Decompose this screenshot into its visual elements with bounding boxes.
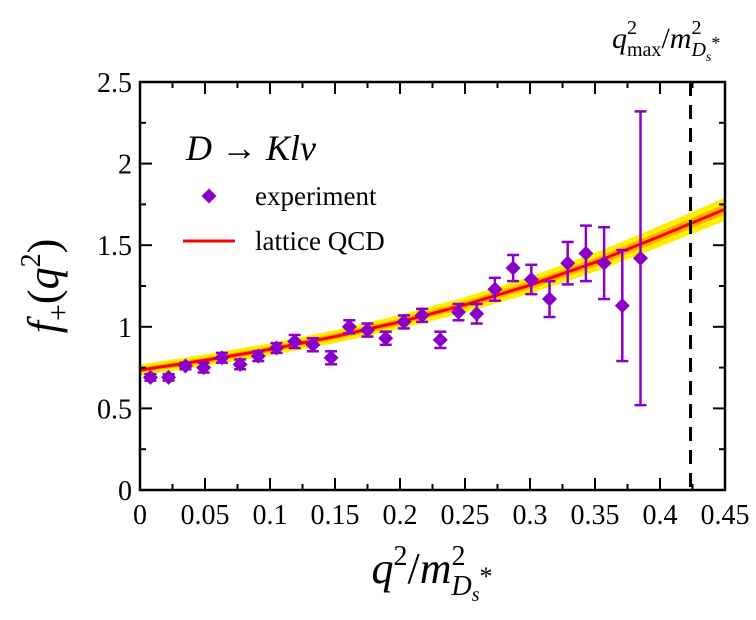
diamond-marker <box>487 281 503 297</box>
experiment-point-25 <box>596 225 612 301</box>
diamond-marker <box>214 350 230 366</box>
legend-experiment-marker <box>201 188 217 204</box>
diamond-marker <box>633 250 648 266</box>
x-tick-label: 0.05 <box>181 500 230 531</box>
diamond-marker <box>305 337 321 353</box>
experiment-point-4 <box>214 350 230 366</box>
x-tick-labels: 0 0.05 0.1 0.15 0.2 0.25 0.3 0.35 0.4 0.45 <box>133 500 750 531</box>
diamond-marker <box>432 332 448 348</box>
y-tick-label: 2 <box>118 150 132 181</box>
experiment-point-2 <box>178 358 193 374</box>
diamond-marker <box>596 255 612 271</box>
experiment-point-14 <box>396 314 412 330</box>
diamond-marker <box>287 333 303 349</box>
diamond-marker <box>396 314 412 330</box>
diamond-marker <box>178 358 193 374</box>
experiment-point-13 <box>378 330 394 347</box>
diamond-marker <box>232 356 248 372</box>
diamond-marker <box>161 369 177 385</box>
experiment-point-23 <box>560 240 576 286</box>
experiment-point-15 <box>414 307 430 324</box>
diamond-marker <box>578 245 594 261</box>
diamond-marker <box>250 348 266 364</box>
diamond-marker <box>269 340 284 356</box>
experiment-point-17 <box>451 302 466 322</box>
x-tick-label: 0.1 <box>253 500 288 531</box>
y-tick-label: 0 <box>118 476 132 507</box>
diamond-marker <box>451 304 466 320</box>
diamond-marker <box>341 319 357 335</box>
lattice-band-inner <box>140 204 725 373</box>
diamond-marker <box>505 260 521 276</box>
experiment-point-16 <box>432 330 448 350</box>
experiment-point-27 <box>633 110 648 407</box>
experiment-point-8 <box>287 333 303 350</box>
diamond-marker <box>142 369 158 385</box>
x-tick-label: 0.3 <box>513 500 548 531</box>
lattice-qcd-curve <box>139 207 726 372</box>
experiment-point-6 <box>250 348 266 364</box>
x-tick-label: 0.45 <box>701 500 750 531</box>
x-tick-label: 0.15 <box>311 500 360 531</box>
experiment-point-21 <box>523 263 539 296</box>
diamond-marker <box>560 255 576 271</box>
legend-lattice-label: lattice QCD <box>255 226 385 256</box>
legend-experiment-label: experiment <box>255 181 377 211</box>
diamond-marker <box>196 360 212 376</box>
diamond-marker <box>378 330 394 346</box>
diamond-marker <box>414 307 430 323</box>
y-tick-label: 2.5 <box>97 68 132 99</box>
diamond-marker <box>614 298 630 314</box>
x-tick-label: 0 <box>133 500 147 531</box>
diamond-marker <box>523 271 539 287</box>
y-tick-label: 1 <box>118 313 132 344</box>
diamond-marker <box>542 291 557 307</box>
experiment-point-20 <box>505 253 521 283</box>
experiment-points-layer <box>142 110 648 407</box>
experiment-point-9 <box>305 336 321 353</box>
experiment-point-19 <box>487 276 503 302</box>
y-tick-labels: 0 0.5 1 1.5 2 2.5 <box>97 68 132 507</box>
x-tick-label: 0.4 <box>643 500 678 531</box>
experiment-point-12 <box>360 322 375 338</box>
experiment-point-11 <box>341 319 357 335</box>
y-axis-label: f+(q2) <box>16 239 75 333</box>
experiment-point-18 <box>469 302 485 325</box>
diamond-marker <box>323 350 339 366</box>
lattice-band-outer <box>140 197 725 376</box>
x-tick-label: 0.25 <box>441 500 490 531</box>
x-tick-label: 0.2 <box>383 500 418 531</box>
axis-ticks <box>139 81 726 491</box>
lattice-qcd-curve-layer <box>139 207 726 372</box>
legend-title: D → Klν <box>185 128 316 168</box>
experiment-point-26 <box>614 248 630 363</box>
experiment-point-10 <box>323 350 339 366</box>
diamond-marker <box>469 306 485 322</box>
experiment-point-1 <box>161 369 177 385</box>
experiment-point-22 <box>542 279 557 319</box>
experiment-point-3 <box>196 360 212 376</box>
diamond-marker <box>360 322 375 338</box>
experiment-point-7 <box>269 340 284 356</box>
legend: D → Klν experiment lattice QCD <box>183 128 385 256</box>
experiment-point-5 <box>232 356 248 372</box>
experiment-point-0 <box>142 369 158 385</box>
x-tick-label: 0.35 <box>571 500 620 531</box>
qmax-label: q2 max/m2 Ds* <box>612 17 720 65</box>
lattice-qcd-band <box>140 197 725 376</box>
y-tick-label: 0.5 <box>97 394 132 425</box>
x-axis-label: q2/m2 Ds* <box>371 541 492 606</box>
experiment-point-24 <box>578 224 594 283</box>
y-tick-label: 1.5 <box>97 231 132 262</box>
